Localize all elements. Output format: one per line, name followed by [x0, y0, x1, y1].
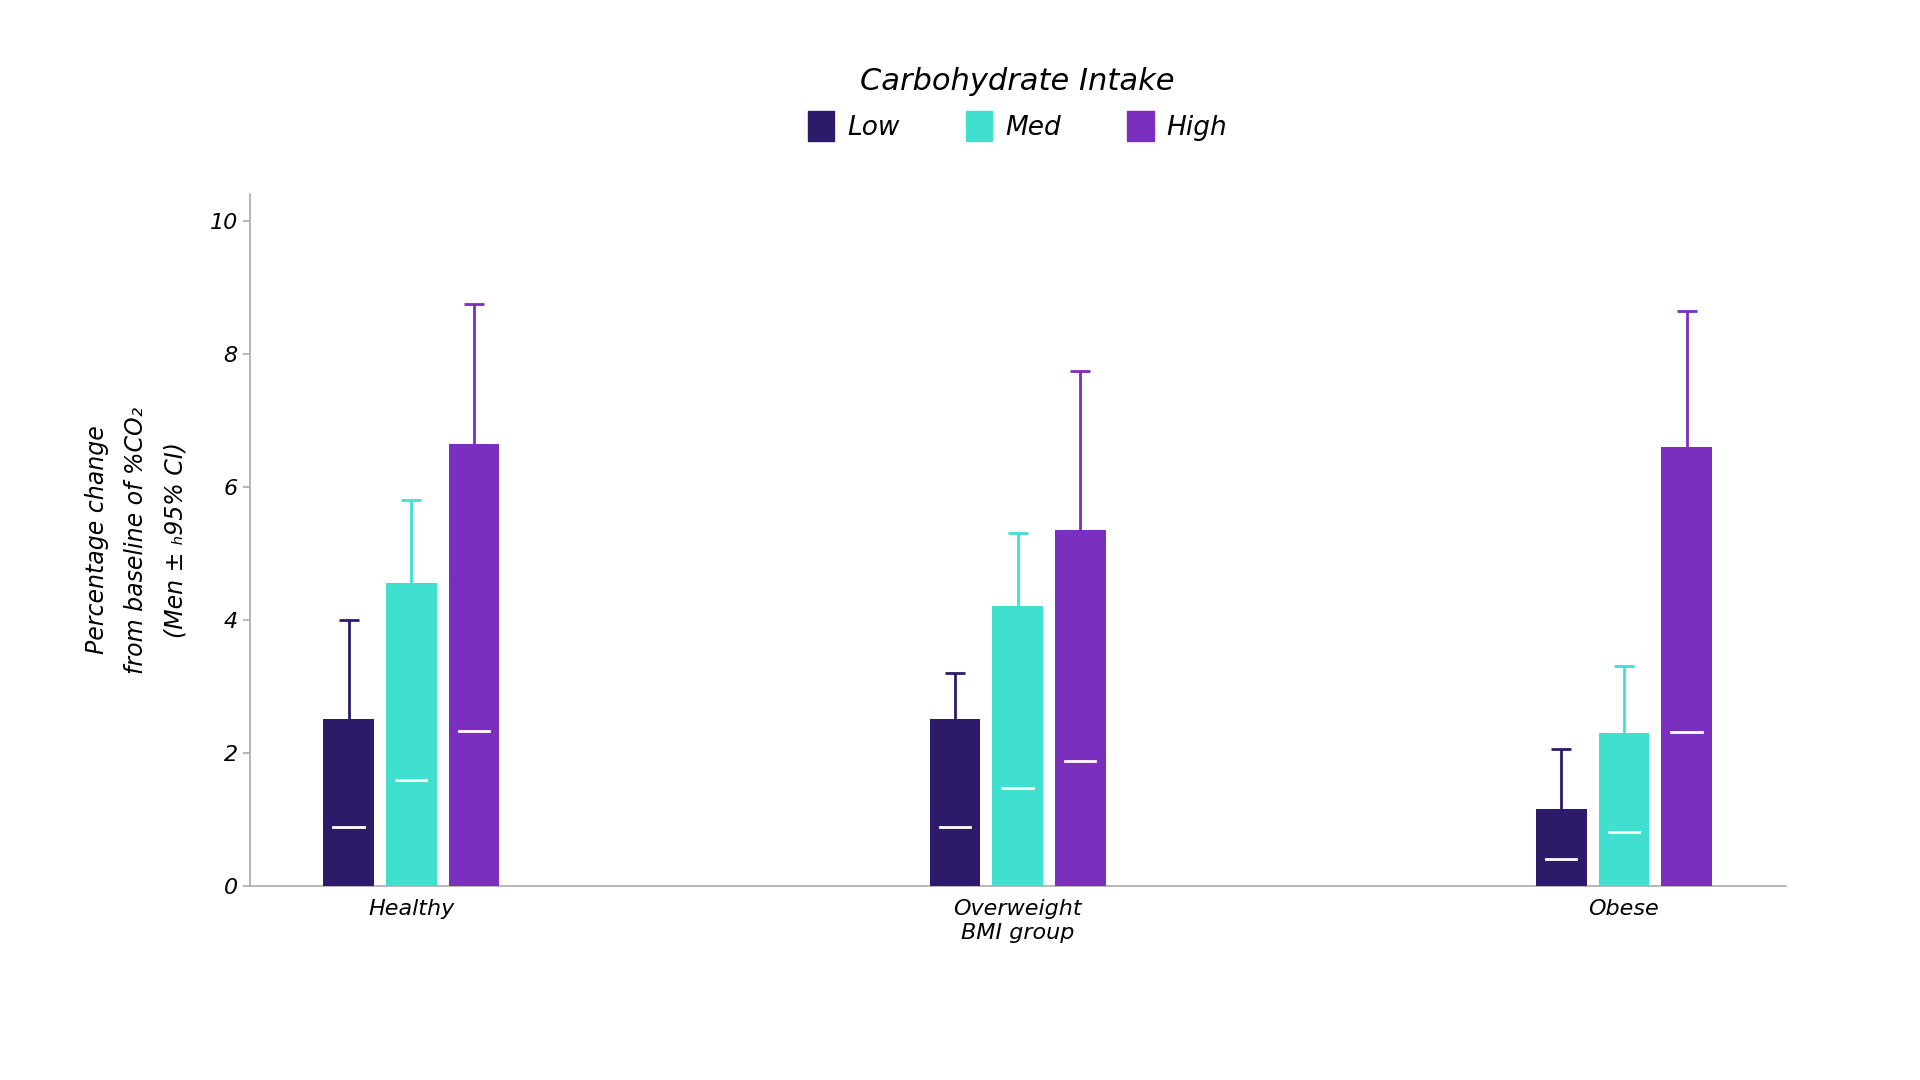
Legend: Low, Med, High: Low, Med, High: [797, 100, 1238, 152]
Title: Carbohydrate Intake: Carbohydrate Intake: [860, 67, 1175, 96]
Y-axis label: Percentage change
from baseline of %CO₂
(Men ± ₕ95% CI): Percentage change from baseline of %CO₂ …: [84, 406, 188, 674]
Bar: [929, 719, 981, 886]
Bar: [386, 583, 436, 886]
Bar: [449, 444, 499, 886]
Bar: [1661, 447, 1713, 886]
Bar: [1536, 809, 1586, 886]
Bar: [1054, 530, 1106, 886]
Bar: [1599, 732, 1649, 886]
Bar: [993, 607, 1043, 886]
Bar: [323, 719, 374, 886]
